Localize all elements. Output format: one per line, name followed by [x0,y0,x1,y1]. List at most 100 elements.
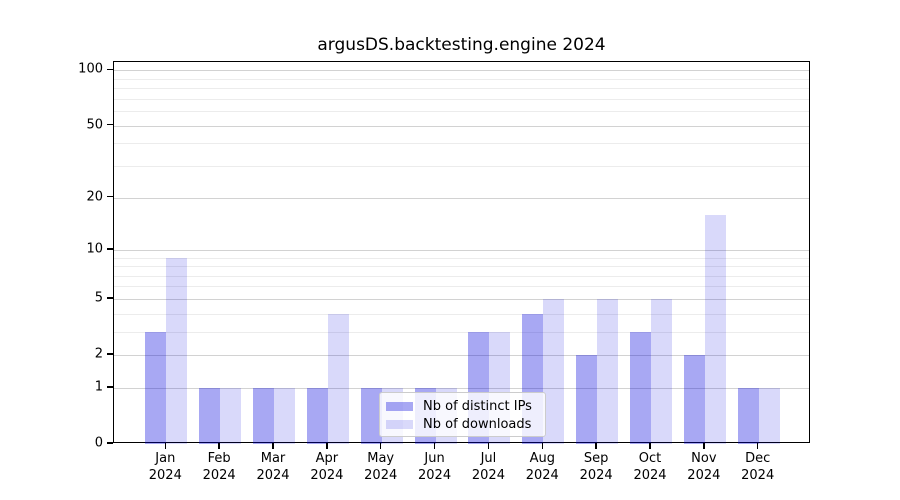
y-tick-label-2: 2 [94,346,103,362]
x-tick-month: Nov [691,451,717,466]
x-tick-month: Oct [638,451,662,466]
y-tick-0 [107,442,113,444]
minor-gridline-80 [114,88,809,90]
x-tick-year: 2024 [148,468,182,483]
bar-distinct-ips-nov [683,355,705,444]
y-tick-1 [107,386,113,388]
gridline-5 [114,298,809,300]
x-tick-month: Jan [155,451,176,466]
y-tick-2 [107,353,113,355]
y-tick-label-1: 1 [94,379,103,395]
bar-distinct-ips-sep [576,355,598,444]
x-tick-year: 2024 [310,468,344,483]
x-tick-month: Jun [424,451,445,466]
x-tick-year: 2024 [687,468,721,483]
bar-distinct-ips-jan [145,331,167,444]
bar-downloads-nov [704,214,726,444]
chart-title: argusDS.backtesting.engine 2024 [317,35,606,55]
x-tick-year: 2024 [364,468,398,483]
minor-gridline-6 [114,286,809,288]
bar-downloads-apr [327,313,349,444]
x-tick-label-aug: Aug 2024 [510,450,574,484]
bar-downloads-mar [274,387,295,444]
bar-distinct-ips-dec [737,387,759,444]
x-tick-label-oct: Oct 2024 [618,450,682,484]
bar-downloads-dec [758,387,780,444]
x-tick-month: May [367,451,395,466]
bar-downloads-jan [166,257,188,444]
x-tick-feb [218,443,220,449]
x-tick-apr [326,443,328,449]
bar-downloads-oct [650,298,672,444]
x-tick-year: 2024 [202,468,236,483]
gridline-10 [114,249,809,251]
minor-gridline-3 [114,331,809,333]
x-tick-jan [164,443,167,449]
x-tick-year: 2024 [418,468,452,483]
gridline-20 [114,197,809,199]
x-tick-month: Aug [529,451,555,466]
minor-gridline-90 [114,78,809,80]
x-tick-month: Jul [480,451,497,466]
bar-distinct-ips-oct [629,331,651,444]
bar-distinct-ips-may [360,387,382,444]
plot-area [113,61,810,444]
x-tick-jul [487,443,490,449]
x-tick-aug [541,443,544,449]
legend-swatch-distinct-ips [386,401,413,411]
x-tick-year: 2024 [579,468,613,483]
x-tick-mar [272,443,274,449]
y-tick-label-100: 100 [78,61,103,77]
y-tick-label-20: 20 [86,189,103,205]
minor-gridline-70 [114,98,809,100]
x-tick-year: 2024 [525,468,559,483]
x-tick-may [379,443,382,449]
legend-item-distinct-ips: Nb of distinct IPs [386,397,545,415]
y-tick-5 [107,297,113,299]
x-tick-label-jul: Jul 2024 [456,450,520,484]
x-tick-month: Sep [583,451,609,466]
gridline-2 [114,355,809,357]
x-tick-year: 2024 [741,468,775,483]
legend-label-distinct-ips: Nb of distinct IPs [423,398,532,414]
gridline-100 [114,70,809,72]
legend-item-downloads: Nb of downloads [386,415,545,433]
minor-gridline-7 [114,275,809,277]
bar-distinct-ips-mar [253,387,274,444]
legend-label-downloads: Nb of downloads [423,416,532,432]
x-tick-jun [433,443,436,449]
x-tick-label-may: May 2024 [349,450,413,484]
x-tick-nov [703,443,705,449]
x-tick-month: Apr [315,451,339,466]
legend-swatch-downloads [386,419,413,429]
x-tick-oct [649,443,651,449]
bar-distinct-ips-feb [199,387,221,444]
minor-gridline-60 [114,111,809,113]
x-tick-dec [756,443,759,449]
x-tick-label-jan: Jan 2024 [133,450,197,484]
bar-downloads-aug [543,298,565,444]
minor-gridline-30 [114,165,809,167]
x-tick-label-apr: Apr 2024 [295,450,359,484]
minor-gridline-40 [114,143,809,145]
y-tick-50 [107,123,113,126]
y-tick-label-50: 50 [86,117,103,133]
y-tick-label-10: 10 [86,241,103,257]
x-tick-month: Feb [207,451,231,466]
x-tick-label-sep: Sep 2024 [564,450,628,484]
bar-downloads-sep [597,298,619,444]
x-tick-year: 2024 [471,468,505,483]
minor-gridline-4 [114,313,809,315]
x-tick-label-feb: Feb 2024 [187,450,251,484]
gridline-50 [114,125,809,127]
bar-downloads-feb [220,387,242,444]
y-tick-100 [107,68,113,71]
gridline-1 [114,387,809,389]
x-tick-sep [595,443,597,449]
x-tick-label-jun: Jun 2024 [403,450,467,484]
x-tick-year: 2024 [633,468,667,483]
x-tick-label-nov: Nov 2024 [672,450,736,484]
x-tick-year: 2024 [256,468,290,483]
minor-gridline-8 [114,266,809,268]
